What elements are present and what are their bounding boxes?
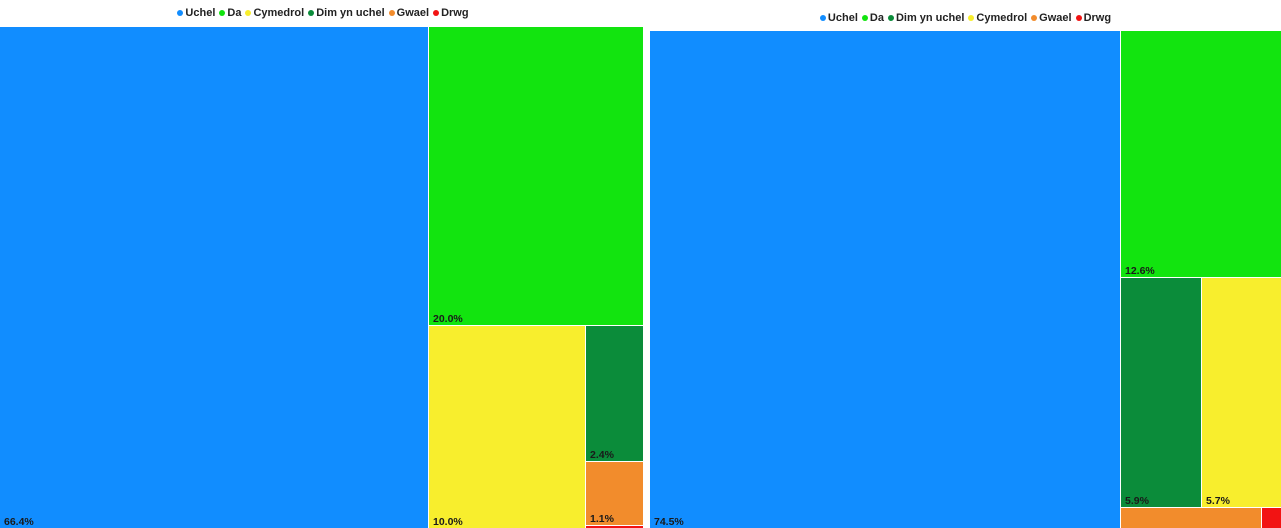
- legend-marker: [968, 15, 975, 21]
- tile-rect: [1121, 278, 1201, 507]
- tile-rect: [586, 326, 643, 461]
- tile-value-label: 5.7%: [1206, 495, 1231, 507]
- tile-rect: [586, 462, 643, 525]
- treemap-left-svg: 66.4% 20.0% 10.0% 2.4% 1.1%: [0, 27, 643, 528]
- tile-value-label: 12.6%: [1125, 265, 1155, 277]
- legend-label: Dim yn uchel: [895, 12, 965, 24]
- treemap-right-svg: 74.5% 12.6% 5.9% 5.7%: [650, 31, 1281, 528]
- legend-label: Cymedrol: [976, 12, 1028, 24]
- tile-value-label: 20.0%: [433, 313, 463, 325]
- tile-value-label: 1.1%: [590, 513, 615, 525]
- tile-da[interactable]: 20.0%: [429, 27, 643, 325]
- tile-dim-yn-uchel[interactable]: 5.9%: [1121, 278, 1201, 507]
- tile-uchel[interactable]: 74.5%: [650, 31, 1120, 528]
- tile-rect: [1121, 31, 1281, 277]
- legend-right: Uchel Da Dim yn uchel Cymedrol Gwael Drwg: [650, 12, 1281, 24]
- legend-item-cymedrol[interactable]: Cymedrol: [245, 7, 304, 19]
- tile-uchel[interactable]: 66.4%: [0, 27, 428, 528]
- tile-value-label: 74.5%: [654, 516, 684, 528]
- legend-marker: [245, 10, 252, 16]
- legend-item-da[interactable]: Da: [219, 7, 241, 19]
- legend-marker: [861, 15, 868, 21]
- tile-dim-yn-uchel[interactable]: 2.4%: [586, 326, 643, 461]
- tile-gwael[interactable]: 1.1%: [586, 462, 643, 525]
- tile-rect: [429, 326, 585, 528]
- legend-marker: [433, 10, 440, 16]
- treemap-chart-right: Uchel Da Dim yn uchel Cymedrol Gwael Drwg 74.…: [650, 0, 1281, 528]
- legend-label: Drwg: [1083, 12, 1112, 24]
- legend-item-dim-yn-uchel[interactable]: Dim yn uchel: [887, 12, 965, 24]
- tile-value-label: 10.0%: [433, 516, 463, 528]
- legend-marker: [887, 15, 894, 21]
- tile-value-label: 2.4%: [590, 449, 615, 461]
- tile-drwg[interactable]: [1262, 508, 1281, 528]
- legend-item-gwael[interactable]: Gwael: [1031, 12, 1072, 24]
- tile-rect: [650, 31, 1120, 528]
- legend-label: Gwael: [396, 7, 430, 19]
- tile-value-label: 66.4%: [4, 516, 34, 528]
- legend-marker: [388, 10, 395, 16]
- legend-marker: [1031, 15, 1038, 21]
- tile-rect: [429, 27, 643, 325]
- legend-label: Gwael: [1039, 12, 1072, 24]
- tile-rect: [1121, 508, 1261, 528]
- legend-label: Drwg: [441, 7, 469, 19]
- legend-marker: [308, 10, 315, 16]
- tile-rect: [586, 526, 643, 528]
- legend-label: Cymedrol: [253, 7, 305, 19]
- legend-left: Uchel Da Cymedrol Dim yn uchel Gwael Drwg: [0, 7, 646, 19]
- tile-cymedrol[interactable]: 5.7%: [1202, 278, 1281, 507]
- treemap-chart-left: Uchel Da Cymedrol Dim yn uchel Gwael Drwg 66.…: [0, 7, 646, 528]
- tile-rect: [0, 27, 428, 528]
- tile-drwg[interactable]: [586, 526, 643, 528]
- tile-gwael[interactable]: [1121, 508, 1261, 528]
- legend-marker: [177, 10, 184, 16]
- tile-rect: [1202, 278, 1281, 507]
- legend-item-uchel[interactable]: Uchel: [177, 7, 215, 19]
- legend-item-drwg[interactable]: Drwg: [433, 7, 469, 19]
- legend-marker: [219, 10, 226, 16]
- legend-marker: [1075, 15, 1082, 21]
- legend-item-cymedrol[interactable]: Cymedrol: [968, 12, 1027, 24]
- legend-label: Dim yn uchel: [316, 7, 385, 19]
- tile-rect: [1262, 508, 1281, 528]
- legend-item-uchel[interactable]: Uchel: [819, 12, 858, 24]
- tile-cymedrol[interactable]: 10.0%: [429, 326, 585, 528]
- legend-item-drwg[interactable]: Drwg: [1075, 12, 1112, 24]
- legend-label: Da: [869, 12, 884, 24]
- legend-label: Uchel: [827, 12, 858, 24]
- tile-value-label: 5.9%: [1125, 495, 1150, 507]
- legend-label: Uchel: [185, 7, 216, 19]
- legend-item-gwael[interactable]: Gwael: [388, 7, 430, 19]
- tile-da[interactable]: 12.6%: [1121, 31, 1281, 277]
- legend-marker: [819, 15, 826, 21]
- legend-item-dim-yn-uchel[interactable]: Dim yn uchel: [308, 7, 385, 19]
- legend-item-da[interactable]: Da: [861, 12, 884, 24]
- legend-label: Da: [227, 7, 242, 19]
